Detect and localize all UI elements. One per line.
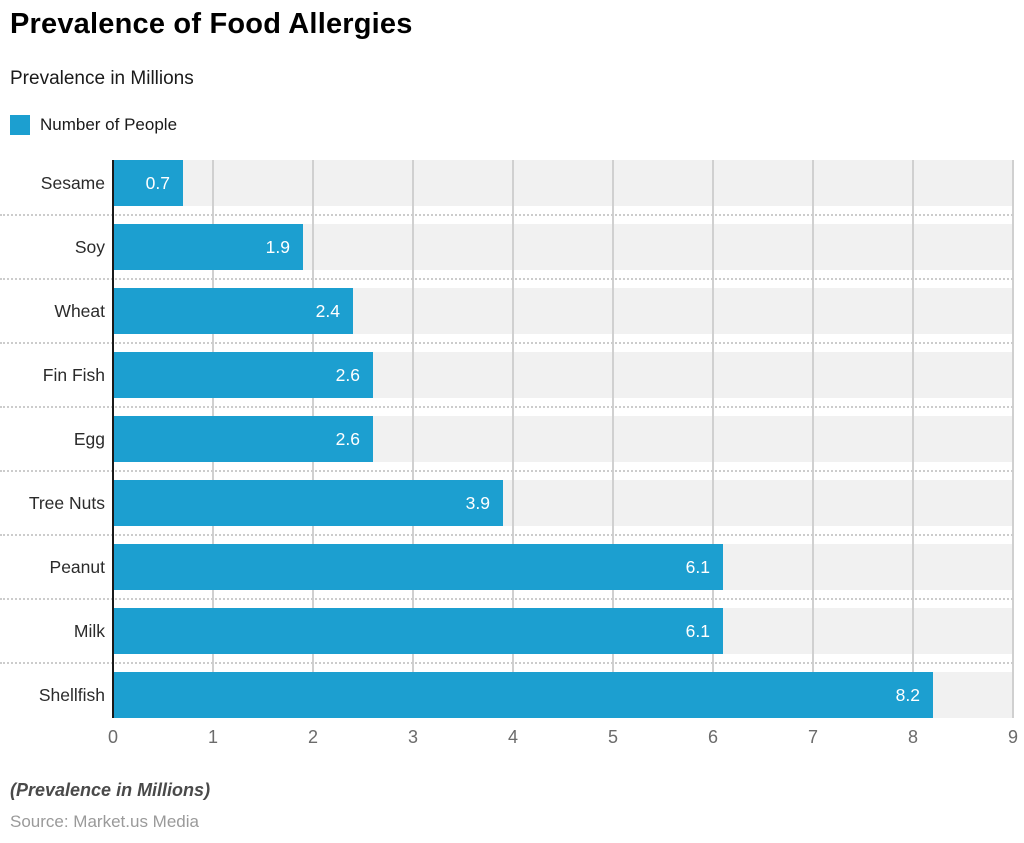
x-tick-label-6: 6 [707,727,718,747]
bar-soy[interactable]: 1.9 [113,224,303,270]
bar-tree-nuts[interactable]: 3.9 [113,480,503,526]
row-separator [0,214,1013,216]
legend-swatch [10,115,30,135]
category-label-egg: Egg [73,428,105,449]
category-label-wheat: Wheat [54,300,105,321]
category-label-peanut: Peanut [49,556,105,577]
x-tick-label-9: 9 [1007,727,1018,747]
bar-value-label: 1.9 [265,236,290,257]
category-label-fin-fish: Fin Fish [42,364,105,385]
x-tick-label-0: 0 [107,727,118,747]
legend-label: Number of People [40,115,178,134]
x-tick-label-3: 3 [407,727,418,747]
legend: Number of People [10,115,177,135]
category-label-soy: Soy [74,236,105,257]
category-label-tree-nuts: Tree Nuts [28,492,105,513]
bar-value-label: 6.1 [685,620,710,641]
x-tick-label-2: 2 [307,727,318,747]
bar-value-label: 8.2 [895,684,920,705]
gridline [812,160,814,718]
legend-item-number-of-people[interactable]: Number of People [10,115,177,135]
plot-area: Sesame Soy Wheat Fin Fish Egg Tree Nuts Peanut… [0,160,1024,718]
gridline [912,160,914,718]
bar-sesame[interactable]: 0.7 [113,160,183,206]
row-separator [0,406,1013,408]
gridline [712,160,714,718]
category-label-sesame: Sesame [40,172,105,193]
bar-value-label: 2.4 [315,300,340,321]
bar-fin-fish[interactable]: 2.6 [113,352,373,398]
bar-wheat[interactable]: 2.4 [113,288,353,334]
category-label-milk: Milk [73,620,105,641]
x-tick-label-7: 7 [807,727,818,747]
bar-egg[interactable]: 2.6 [113,416,373,462]
x-tick-label-8: 8 [907,727,918,747]
footer-note: (Prevalence in Millions) [10,780,211,800]
bar-value-label: 0.7 [145,172,170,193]
chart-subtitle: Prevalence in Millions [10,68,194,89]
bar-value-label: 3.9 [465,492,490,513]
chart-title: Prevalence of Food Allergies [10,8,413,40]
row-separator [0,470,1013,472]
x-axis-ticks: 0 1 2 3 4 5 6 7 8 9 [0,718,1024,758]
bar-peanut[interactable]: 6.1 [113,544,723,590]
footer-source: Source: Market.us Media [10,812,199,831]
bar-value-label: 2.6 [335,428,360,449]
bar-value-label: 6.1 [685,556,710,577]
row-separator [0,662,1013,664]
row-separator [0,342,1013,344]
gridline [1012,160,1014,718]
y-axis-line [112,160,114,718]
category-label-shellfish: Shellfish [38,684,105,705]
bar-value-label: 2.6 [335,364,360,385]
gridline [612,160,614,718]
x-tick-label-1: 1 [207,727,218,747]
row-separator [0,534,1013,536]
x-tick-label-4: 4 [507,727,518,747]
row-separator [0,278,1013,280]
bar-shellfish[interactable]: 8.2 [113,672,933,718]
row-separator [0,598,1013,600]
gridline [412,160,414,718]
x-tick-label-5: 5 [607,727,618,747]
bar-milk[interactable]: 6.1 [113,608,723,654]
row-band [113,160,1013,206]
gridline [512,160,514,718]
